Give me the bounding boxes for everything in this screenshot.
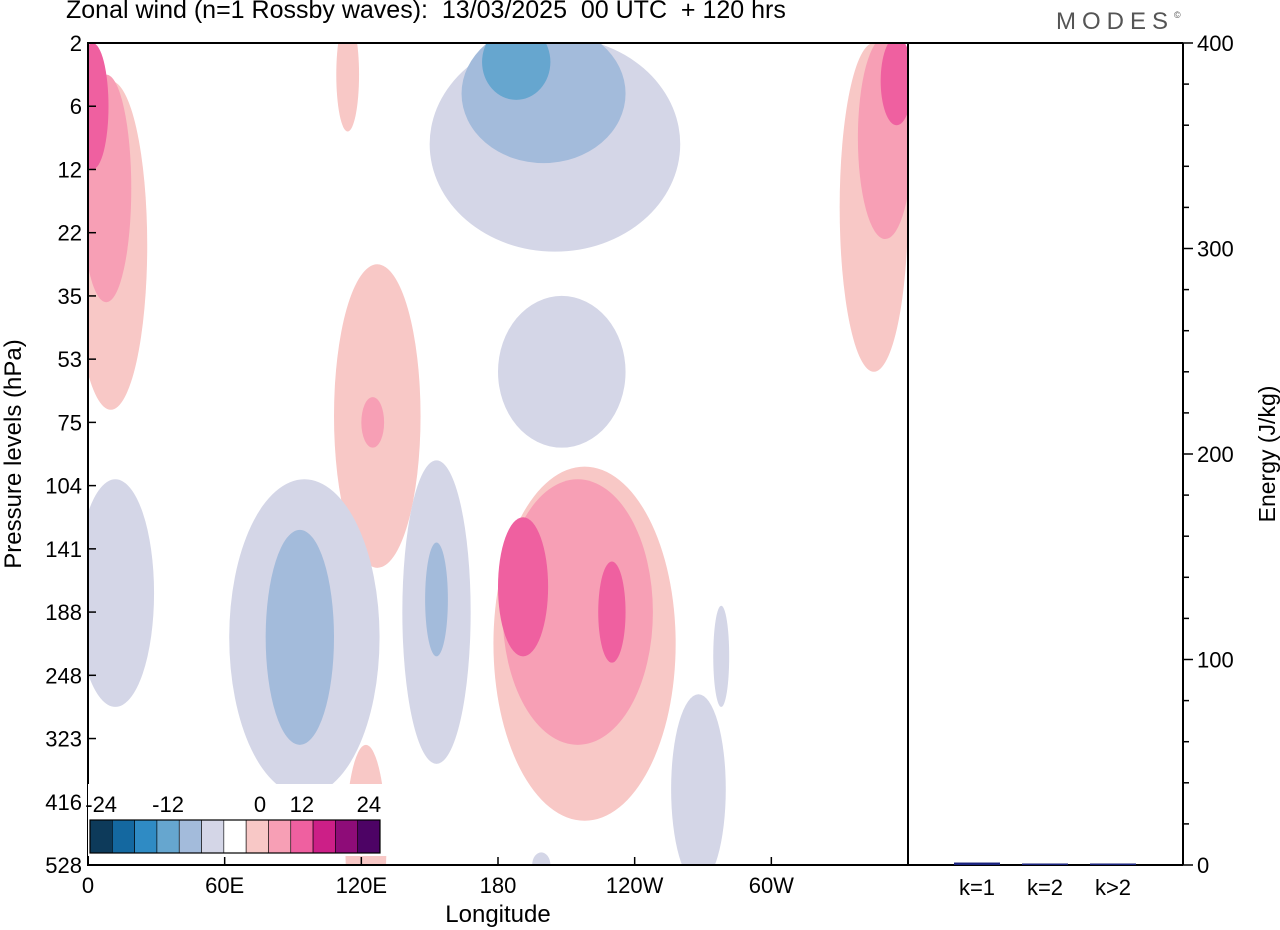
energy-tick-label: 300 [1197,237,1234,262]
x-tick-label: 60W [749,873,794,898]
y-tick-label: 416 [45,790,82,815]
x-tick-label: 120W [606,873,664,898]
colorbar-swatch [112,819,135,854]
modes-logo: MODES© [1056,8,1181,36]
y-tick-label: 323 [45,727,82,752]
colorbar-label: -24 [85,792,117,817]
y-tick-label: 2 [70,31,82,56]
contour-patch-3 [88,43,109,170]
colorbar-swatch [335,819,358,854]
colorbar-label: -12 [152,792,184,817]
y-tick-label: 188 [45,600,82,625]
contour-patch-10 [482,43,551,100]
contour-patch-13 [361,397,385,448]
colorbar-swatch [357,819,381,854]
contour-patch-26 [532,852,551,865]
colorbar-outline [89,819,381,854]
y-tick-label: 104 [45,474,82,499]
contour-patch-22 [598,561,626,663]
energy-tick-label: 200 [1197,442,1234,467]
y-tick-label: 22 [58,221,82,246]
colorbar-swatch [245,819,269,854]
colorbar-swatch [223,819,247,854]
y-tick-label: 35 [58,284,82,309]
contour-patch-21 [498,517,549,657]
y-tick-label: 53 [58,347,82,372]
energy-bar-chart: 0 100 200 300 400 k=1 k=2 k>2 [954,31,1234,900]
colorbar-swatch [89,819,113,854]
y-axis: 2 6 12 22 35 53 75 104 141 188 248 323 416 528 [45,31,96,878]
colorbar-swatch [156,819,180,854]
colorbar-swatch [134,819,158,854]
colorbar-swatch [290,819,314,854]
energy-bar [1090,863,1136,865]
energy-tick-label: 100 [1197,648,1234,673]
contour-patch-24 [671,694,726,865]
contour-patch-11 [498,295,626,448]
y-tick-label: 528 [45,853,82,878]
contour-patch-14 [88,479,155,707]
y-tick-label: 75 [58,410,82,435]
colorbar-swatch [268,819,292,854]
energy-category-label: k>2 [1095,875,1131,900]
x-tick-label: 120E [336,873,387,898]
chart-title: Zonal wind (n=1 Rossby waves): 13/03/202… [66,0,786,24]
energy-bar [954,862,1000,865]
energy-category-label: k=1 [959,875,995,900]
energy-category-label: k=2 [1027,875,1063,900]
contour-patch-16 [265,529,335,745]
brand-mark: © [1174,10,1181,20]
energy-bar [1022,863,1068,865]
colorbar: -24 -12 0 12 24 [85,784,388,856]
contour-field [88,43,908,865]
x-axis: 0 60E 120E 180 120W 60W [82,857,794,898]
colorbar-swatch [201,819,225,854]
energy-axis-label: Energy (J/kg) [1254,386,1280,523]
x-tick-label: 0 [82,873,94,898]
y-axis-label: Pressure levels (hPa) [0,339,27,568]
colorbar-label: 0 [254,792,266,817]
contour-patch-6 [880,43,908,126]
contour-patch-7 [336,43,360,132]
energy-tick-label: 400 [1197,31,1234,56]
colorbar-label: 12 [290,792,314,817]
contour-patch-23 [713,605,730,707]
x-tick-label: 180 [480,873,517,898]
brand-name: MODES [1056,8,1175,35]
y-tick-label: 248 [45,663,82,688]
contour-patch-18 [425,542,448,657]
y-tick-label: 141 [45,537,82,562]
energy-tick-label: 0 [1197,853,1209,878]
y-tick-label: 6 [70,94,82,119]
colorbar-swatch [178,819,202,854]
x-tick-label: 60E [205,873,244,898]
colorbar-swatch [312,819,336,854]
x-axis-label: Longitude [445,901,550,928]
colorbar-label: 24 [357,792,381,817]
y-tick-label: 12 [58,157,82,182]
